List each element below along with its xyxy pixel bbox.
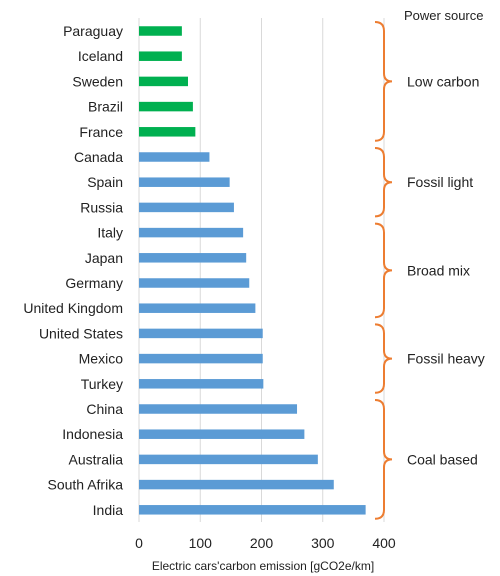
bar-italy — [139, 227, 244, 238]
bar-germany — [139, 278, 250, 288]
group-label-fossil-light: Fossil light — [407, 174, 473, 190]
brace-fossil-light — [374, 147, 393, 218]
category-label-india: India — [93, 502, 124, 518]
bar-indonesia — [139, 429, 305, 439]
bar-canada — [139, 152, 210, 162]
bar-india — [139, 505, 366, 515]
category-label-france: France — [79, 124, 123, 140]
category-label-paraguay: Paraguay — [63, 23, 123, 39]
category-label-united-kingdom: United Kingdom — [23, 300, 123, 316]
category-label-mexico: Mexico — [79, 351, 124, 367]
category-label-russia: Russia — [80, 199, 123, 215]
x-axis-label: Electric cars'carbon emission [gCO2e/km] — [152, 559, 374, 573]
bar-united-states — [139, 328, 263, 339]
gridlines — [138, 18, 385, 522]
x-tick-200: 200 — [250, 535, 274, 551]
category-label-japan: Japan — [85, 250, 123, 266]
bar-japan — [139, 253, 247, 263]
brace-coal-based — [374, 399, 393, 520]
bar-paraguay — [139, 26, 182, 36]
x-tick-0: 0 — [135, 535, 143, 551]
group-label-low-carbon: Low carbon — [407, 73, 479, 89]
bar-australia — [139, 454, 318, 465]
bar-south-afrika — [139, 479, 334, 490]
brace-broad-mix — [374, 222, 393, 319]
bar-france — [139, 127, 196, 137]
category-label-south-afrika: South Afrika — [48, 477, 124, 493]
category-label-china: China — [86, 401, 123, 417]
x-tick-300: 300 — [311, 535, 335, 551]
group-braces: Low carbon Fossil light Broad mix Fossil he… — [374, 21, 485, 520]
bar-iceland — [139, 51, 182, 61]
bars — [139, 26, 366, 515]
bar-brazil — [139, 101, 193, 112]
x-tick-400: 400 — [372, 535, 396, 551]
brace-low-carbon — [374, 21, 393, 142]
x-tick-labels: 0 100 200 300 400 — [135, 535, 396, 551]
group-label-fossil-heavy: Fossil heavy — [407, 351, 485, 367]
category-label-spain: Spain — [87, 174, 123, 190]
category-label-australia: Australia — [69, 451, 124, 467]
category-labels: Paraguay Iceland Sweden Brazil France Canada S… — [23, 23, 123, 518]
bar-spain — [139, 177, 230, 187]
category-label-italy: Italy — [97, 225, 123, 241]
bar-turkey — [139, 379, 264, 389]
brace-fossil-heavy — [374, 323, 393, 394]
bar-russia — [139, 202, 234, 213]
x-tick-100: 100 — [189, 535, 213, 551]
bar-sweden — [139, 76, 188, 87]
group-label-coal-based: Coal based — [407, 451, 478, 467]
category-label-sweden: Sweden — [72, 73, 123, 89]
category-label-germany: Germany — [65, 275, 123, 291]
category-label-indonesia: Indonesia — [62, 426, 123, 442]
bar-united-kingdom — [139, 303, 256, 313]
bar-china — [139, 404, 298, 414]
group-label-broad-mix: Broad mix — [407, 262, 470, 278]
legend-title: Power source — [404, 8, 483, 23]
bar-mexico — [139, 353, 263, 364]
category-label-united-states: United States — [39, 325, 123, 341]
category-label-canada: Canada — [74, 149, 123, 165]
category-label-brazil: Brazil — [88, 99, 123, 115]
category-label-turkey: Turkey — [81, 376, 123, 392]
category-label-iceland: Iceland — [78, 48, 123, 64]
